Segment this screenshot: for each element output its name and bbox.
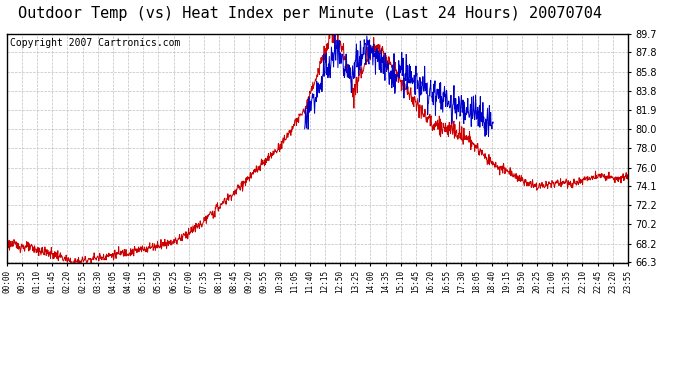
- Text: Outdoor Temp (vs) Heat Index per Minute (Last 24 Hours) 20070704: Outdoor Temp (vs) Heat Index per Minute …: [19, 6, 602, 21]
- Text: Copyright 2007 Cartronics.com: Copyright 2007 Cartronics.com: [10, 38, 180, 48]
